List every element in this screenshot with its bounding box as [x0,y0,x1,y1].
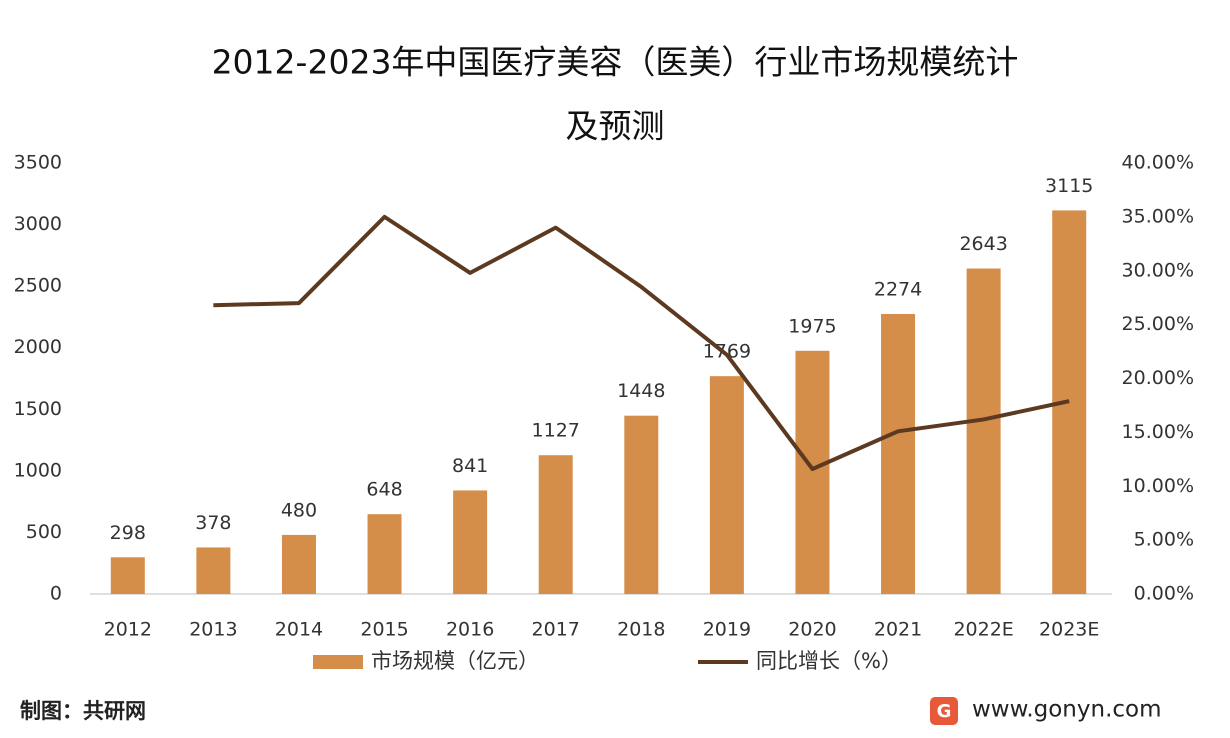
data-label: 1448 [617,380,665,402]
chart-subtitle: 及预测 [566,107,665,146]
footer-source: 制图：共研网 [20,699,146,723]
bar [881,313,916,594]
y2-tick-label: 15.00% [1122,421,1194,443]
data-label: 648 [366,479,402,501]
x-tick-label: 2017 [532,619,580,641]
bar [795,350,830,594]
y-tick-label: 1500 [14,398,62,420]
data-label: 298 [110,522,146,544]
y2-tick-label: 30.00% [1122,259,1194,281]
line [213,214,1070,472]
data-label: 1127 [532,420,580,442]
data-label: 378 [195,512,231,534]
bar [966,268,1001,594]
x-tick-label: 2023E [1039,619,1099,641]
y2-tick-label: 0.00% [1134,583,1194,605]
y2-tick-label: 10.00% [1122,475,1194,497]
x-tick-label: 2013 [189,619,237,641]
x-tick-label: 2015 [360,619,408,641]
y2-tick-label: 5.00% [1134,529,1194,551]
y-tick-label: 1000 [14,459,62,481]
x-tick-label: 2019 [703,619,751,641]
legend-label: 市场规模（亿元） [371,649,539,673]
bar [367,514,402,594]
y-tick-label: 3000 [14,213,62,235]
x-tick-label: 2018 [617,619,665,641]
x-tick-label: 2021 [874,619,922,641]
y2-tick-label: 40.00% [1122,152,1194,174]
y-tick-label: 2000 [14,336,62,358]
y-tick-label: 0 [50,583,62,605]
legend-swatch [313,655,363,669]
bar [709,376,744,594]
footer-site: www.gonyn.com [972,697,1162,723]
data-label: 480 [281,499,317,521]
x-tick-label: 2014 [275,619,323,641]
logo-mark: G [937,701,952,722]
data-label: 1975 [788,315,836,337]
data-label: 1769 [703,341,751,363]
y-tick-label: 3500 [14,152,62,174]
legend-label: 同比增长（%） [756,649,902,673]
bar [538,455,573,594]
data-label: 841 [452,455,488,477]
bar [453,490,488,594]
x-tick-label: 2022E [953,619,1013,641]
bar [110,557,145,594]
chart-title: 2012-2023年中国医疗美容（医美）行业市场规模统计 [212,43,1019,82]
bar [281,534,316,594]
x-tick-label: 2020 [788,619,836,641]
y2-tick-label: 20.00% [1122,367,1194,389]
y-tick-label: 2500 [14,275,62,297]
logo [930,697,958,725]
data-label: 2643 [959,233,1007,255]
data-label: 3115 [1045,175,1093,197]
bar [624,415,659,594]
x-tick-label: 2012 [104,619,152,641]
data-label: 2274 [874,278,922,300]
bar [196,547,231,594]
x-tick-label: 2016 [446,619,494,641]
y-tick-label: 500 [26,521,62,543]
y2-tick-label: 25.00% [1122,313,1194,335]
y2-tick-label: 35.00% [1122,205,1194,227]
